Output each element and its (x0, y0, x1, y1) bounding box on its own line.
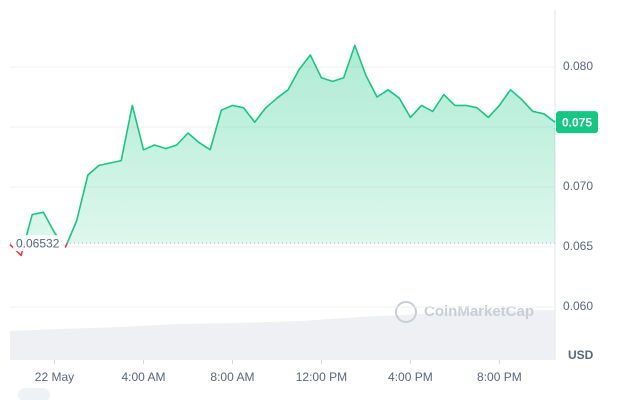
current-price-label: 0.075 (562, 115, 592, 129)
x-tick-label: 12:00 PM (296, 370, 347, 384)
baseline-label: 0.06532 (16, 236, 60, 250)
y-tick-label: 0.060 (563, 299, 593, 313)
x-tick-label: 8:00 AM (210, 370, 254, 384)
x-tick-label: 22 May (35, 370, 74, 384)
volume-area (10, 310, 555, 360)
price-area (24, 45, 555, 244)
price-line (23, 44, 556, 244)
scroll-handle (18, 388, 50, 400)
baseline-label-bg (13, 235, 65, 252)
currency-label: USD (568, 348, 594, 362)
x-tick-label: 4:00 PM (388, 370, 433, 384)
x-tick-label: 4:00 AM (121, 370, 165, 384)
current-price-box (556, 111, 598, 134)
y-tick-label: 0.080 (563, 59, 593, 73)
y-tick-label: 0.065 (563, 239, 593, 253)
y-tick-label: 0.070 (563, 179, 593, 193)
x-tick-label: 8:00 PM (477, 370, 522, 384)
watermark-text: CoinMarketCap (424, 303, 534, 320)
